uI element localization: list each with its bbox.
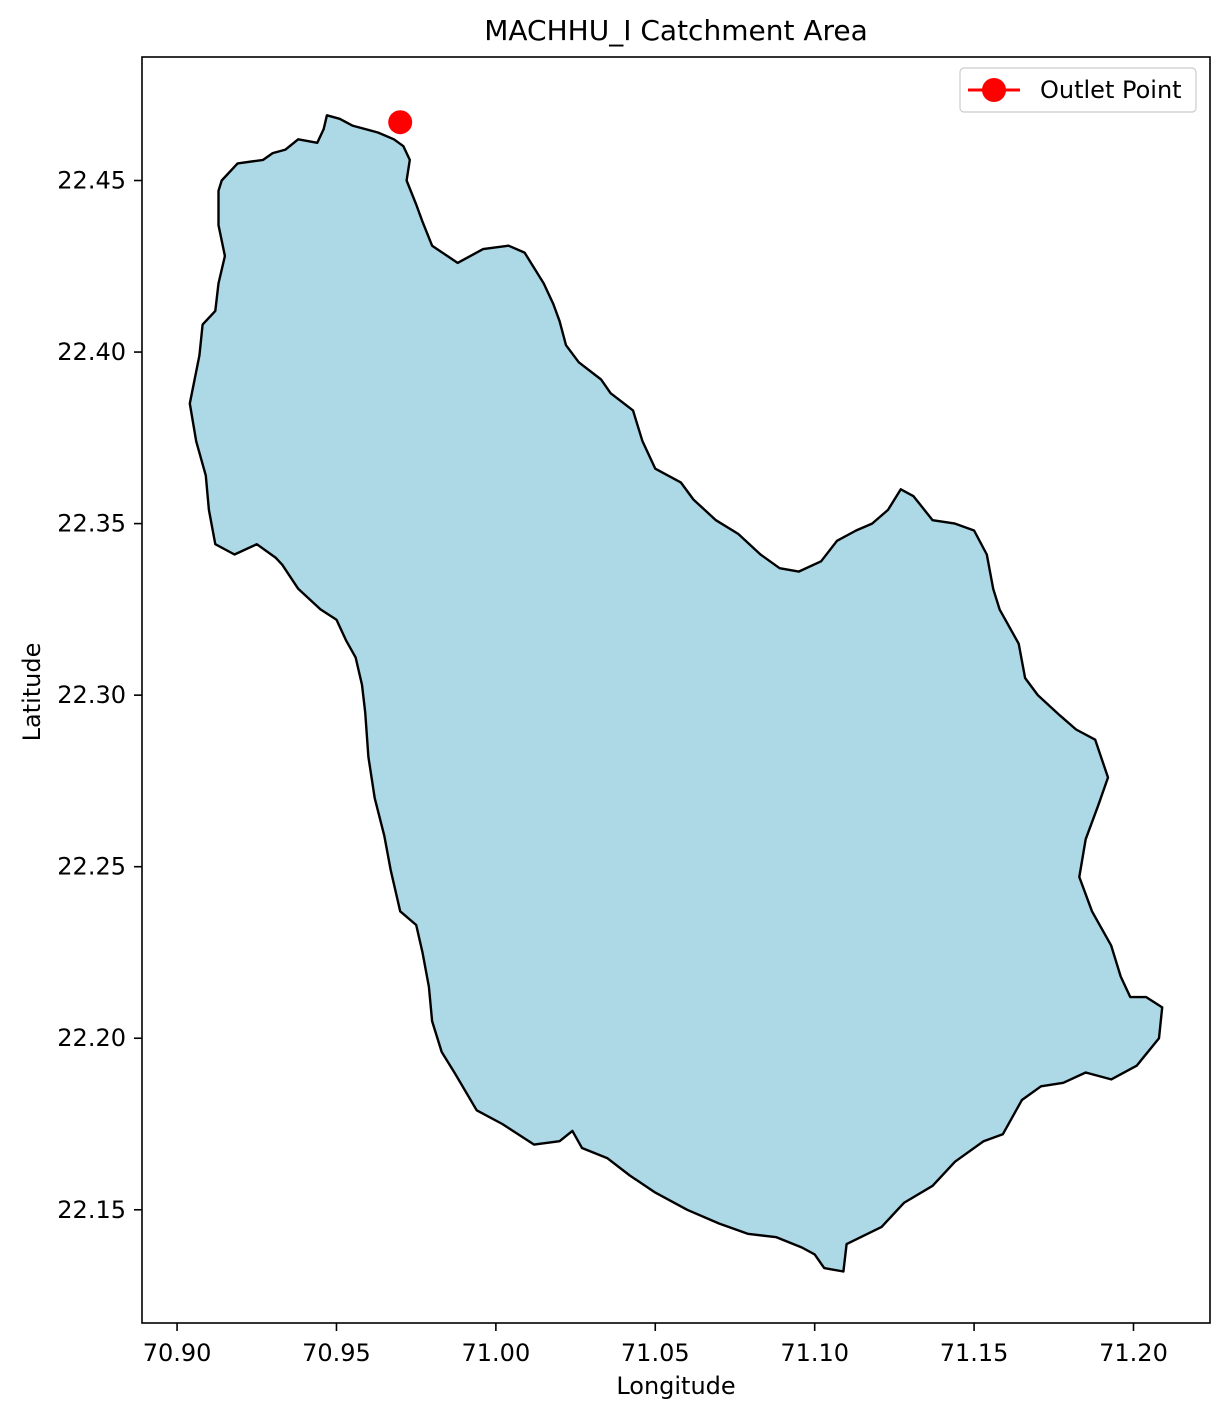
y-axis-label: Latitude (18, 643, 46, 742)
y-tick-label: 22.15 (57, 1196, 126, 1224)
x-tick-label: 70.95 (302, 1339, 371, 1367)
x-tick-label: 71.15 (940, 1339, 1009, 1367)
x-tick-label: 70.90 (143, 1339, 212, 1367)
x-tick-label: 71.20 (1099, 1339, 1168, 1367)
y-tick-label: 22.30 (57, 681, 126, 709)
outlet-point-marker (388, 110, 413, 135)
y-axis-ticks: 22.15 22.20 22.25 22.30 22.35 22.40 22.45 (57, 167, 142, 1224)
x-axis-label: Longitude (616, 1372, 735, 1400)
catchment-area-polygon (188, 114, 1164, 1273)
y-tick-label: 22.25 (57, 853, 126, 881)
chart-title: MACHHU_I Catchment Area (484, 14, 868, 47)
plot-frame (141, 56, 1211, 1324)
y-tick-label: 22.40 (57, 338, 126, 366)
y-tick-label: 22.45 (57, 167, 126, 195)
x-tick-label: 71.10 (780, 1339, 849, 1367)
x-tick-label: 71.00 (462, 1339, 531, 1367)
x-axis-ticks: 70.90 70.95 71.00 71.05 71.10 71.15 71.20 (143, 1323, 1168, 1367)
legend: Outlet Point (959, 67, 1197, 113)
legend-marker-outlet-point (982, 78, 1006, 102)
plot-area (141, 56, 1211, 1324)
legend-label-outlet-point: Outlet Point (1040, 76, 1182, 104)
legend-box (959, 67, 1197, 113)
x-tick-label: 71.05 (621, 1339, 690, 1367)
y-tick-label: 22.35 (57, 510, 126, 538)
y-tick-label: 22.20 (57, 1024, 126, 1052)
